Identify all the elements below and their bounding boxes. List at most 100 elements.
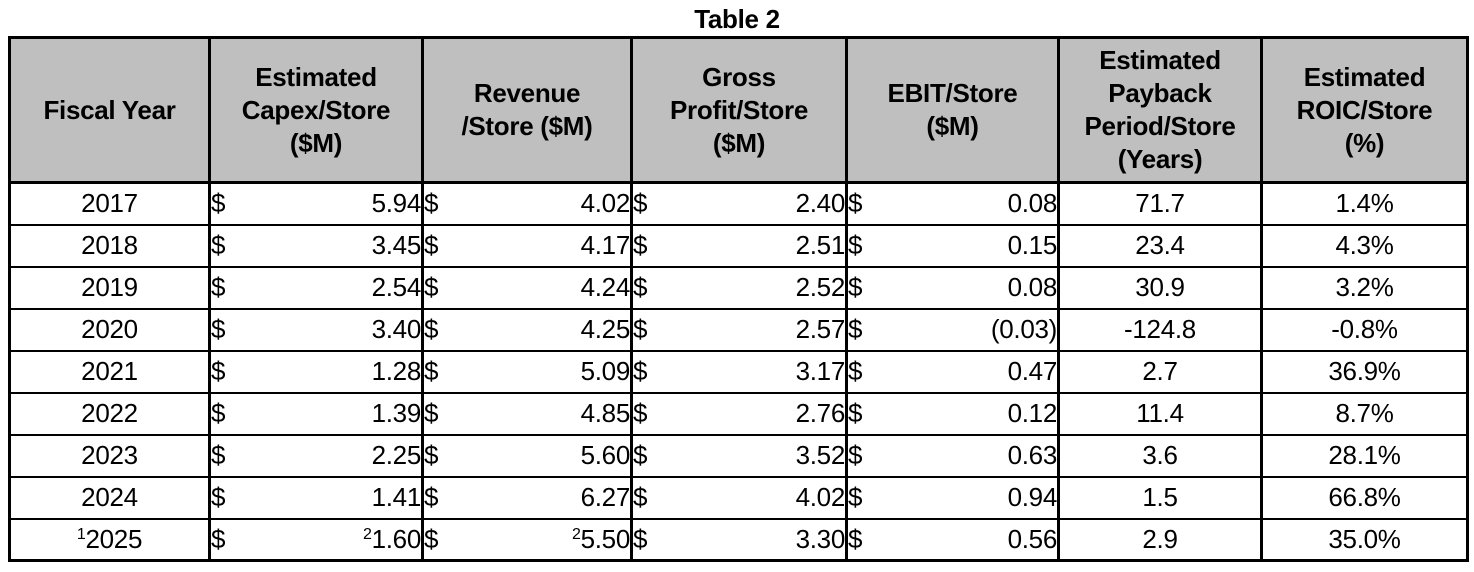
cell-value: 0.94 <box>1007 482 1057 512</box>
ebit-cell: $0.47 <box>845 349 1060 394</box>
table-title: Table 2 <box>694 4 780 34</box>
table-row: 2021 $1.28 $5.09 $3.17 $0.47 2.7 36.9% <box>8 349 1469 394</box>
payback-cell: -124.8 <box>1057 307 1263 352</box>
currency-symbol: $ <box>211 523 226 554</box>
currency-symbol: $ <box>848 356 863 386</box>
header-row: Fiscal Year Estimated Capex/Store ($M) R… <box>8 36 1469 184</box>
currency-symbol: $ <box>633 482 648 512</box>
header-line: Gross <box>702 61 776 92</box>
roic-cell: 8.7% <box>1260 391 1469 436</box>
capex-cell: $21.60 <box>208 517 424 562</box>
cell-value: 0.63 <box>1007 440 1057 470</box>
capex-cell: $5.94 <box>208 181 424 226</box>
table-row: 2017 $5.94 $4.02 $2.40 $0.08 71.7 1.4% <box>8 181 1469 226</box>
header-line: ($M) <box>926 111 979 141</box>
revenue-cell: $5.09 <box>421 349 633 394</box>
roic-cell: 66.8% <box>1260 475 1469 520</box>
payback-cell: 2.7 <box>1057 349 1263 394</box>
currency-symbol: $ <box>211 272 226 302</box>
fiscal-year-cell: 2024 <box>8 475 211 520</box>
currency-symbol: $ <box>633 398 648 428</box>
payback-cell: 3.6 <box>1057 433 1263 478</box>
financial-metrics-table: Fiscal Year Estimated Capex/Store ($M) R… <box>8 36 1469 562</box>
currency-symbol: $ <box>848 482 863 512</box>
cell-value: 0.47 <box>1007 356 1057 386</box>
capex-cell: $1.39 <box>208 391 424 436</box>
capex-cell: $1.28 <box>208 349 424 394</box>
currency-symbol: $ <box>848 440 863 470</box>
cell-value: 5.60 <box>580 440 630 470</box>
payback-cell: 71.7 <box>1057 181 1263 226</box>
currency-symbol: $ <box>848 314 863 344</box>
gross-profit-cell: $2.76 <box>630 391 848 436</box>
capex-cell: $2.25 <box>208 433 424 478</box>
fiscal-year-cell: 2021 <box>8 349 211 394</box>
roic-cell: -0.8% <box>1260 307 1469 352</box>
cell-value: 4.02 <box>795 482 845 512</box>
gross-profit-cell: $2.57 <box>630 307 848 352</box>
revenue-cell: $4.24 <box>421 265 633 310</box>
currency-symbol: $ <box>211 356 226 386</box>
cell-value: (0.03) <box>990 314 1057 344</box>
cell-value: 4.17 <box>580 230 630 260</box>
currency-symbol: $ <box>633 272 648 302</box>
gross-profit-cell: $3.30 <box>630 517 848 562</box>
capex-cell: $3.40 <box>208 307 424 352</box>
ebit-cell: $0.12 <box>845 391 1060 436</box>
ebit-cell: $0.15 <box>845 223 1060 268</box>
header-line: ($M) <box>712 127 766 158</box>
cell-value: 0.15 <box>1007 230 1057 260</box>
gross-profit-cell: $4.02 <box>630 475 848 520</box>
roic-cell: 3.2% <box>1260 265 1469 310</box>
payback-cell: 23.4 <box>1057 223 1263 268</box>
currency-symbol: $ <box>424 482 439 512</box>
cell-value: 2.40 <box>795 188 845 219</box>
ebit-cell: $0.08 <box>845 265 1060 310</box>
header-line: Period/Store <box>1084 111 1236 141</box>
currency-symbol: $ <box>633 314 648 344</box>
table-row: 2022 $1.39 $4.85 $2.76 $0.12 11.4 8.7% <box>8 391 1469 436</box>
cell-value: 1.28 <box>371 356 421 386</box>
table-row: 2020 $3.40 $4.25 $2.57 $ (0.03) -124.8 -0… <box>8 307 1469 352</box>
ebit-cell: $0.56 <box>845 517 1060 562</box>
currency-symbol: $ <box>424 314 439 344</box>
cell-value: 5.09 <box>580 356 630 386</box>
header-line: Fiscal Year <box>43 94 176 125</box>
cell-value: 2.52 <box>795 272 845 302</box>
footnote-marker: 2 <box>571 525 581 543</box>
currency-symbol: $ <box>211 440 226 470</box>
footnote-marker: 2 <box>362 525 372 543</box>
cell-value: 3.45 <box>371 230 421 260</box>
cell-value: 4.02 <box>580 188 630 219</box>
payback-cell: 2.9 <box>1057 517 1263 562</box>
cell-value: 2.54 <box>371 272 421 302</box>
header-line: Payback <box>1108 78 1212 108</box>
cell-value: 3.30 <box>795 523 845 554</box>
cell-value: 3.52 <box>795 440 845 470</box>
cell-value: 6.27 <box>580 482 630 512</box>
table-row: 2024 $1.41 $6.27 $4.02 $0.94 1.5 66.8% <box>8 475 1469 520</box>
header-line: Estimated <box>1303 61 1426 92</box>
currency-symbol: $ <box>633 230 648 260</box>
column-header-roic: Estimated ROIC/Store (%) <box>1260 36 1469 184</box>
fiscal-year-cell: 2017 <box>8 181 211 226</box>
header-line: (%) <box>1344 127 1385 158</box>
cell-value: 4.85 <box>580 398 630 428</box>
cell-value: 1.39 <box>371 398 421 428</box>
fiscal-year-cell: 2020 <box>8 307 211 352</box>
currency-symbol: $ <box>633 356 648 386</box>
cell-value: 0.12 <box>1007 398 1057 428</box>
payback-cell: 1.5 <box>1057 475 1263 520</box>
currency-symbol: $ <box>211 482 226 512</box>
currency-symbol: $ <box>633 188 648 219</box>
cell-value: 2.51 <box>795 230 845 260</box>
currency-symbol: $ <box>848 230 863 260</box>
fiscal-year-cell: 2023 <box>8 433 211 478</box>
currency-symbol: $ <box>633 440 648 470</box>
header-line: Capex/Store <box>241 94 391 125</box>
table-row: 2018 $3.45 $4.17 $2.51 $0.15 23.4 4.3% <box>8 223 1469 268</box>
ebit-cell: $0.94 <box>845 475 1060 520</box>
ebit-cell: $0.08 <box>845 181 1060 226</box>
revenue-cell: $5.60 <box>421 433 633 478</box>
currency-symbol: $ <box>424 272 439 302</box>
